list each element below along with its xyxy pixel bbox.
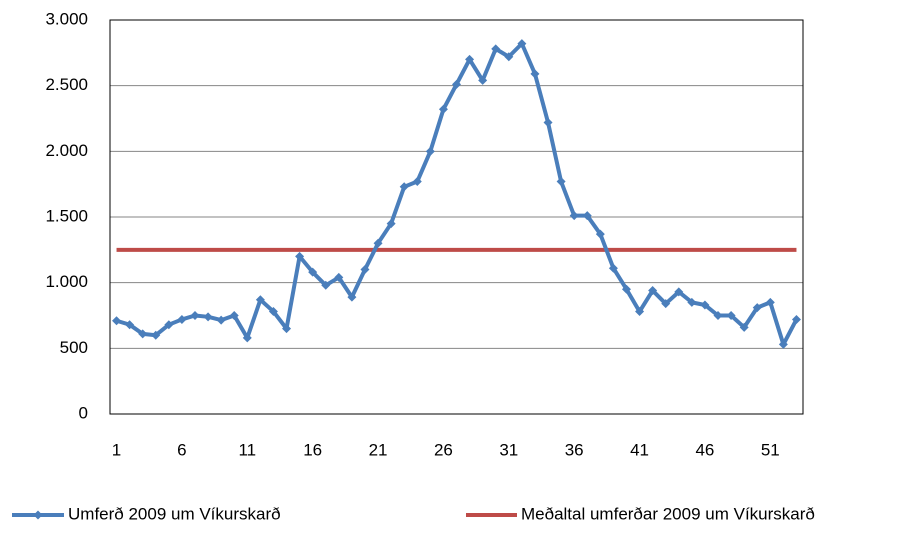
data-point (399, 182, 409, 192)
data-point (308, 267, 318, 277)
data-point (438, 104, 448, 114)
data-point (112, 316, 122, 326)
y-tick-label: 1.500 (45, 206, 88, 225)
data-point (648, 286, 658, 296)
data-point (491, 44, 501, 54)
y-tick-label: 2.000 (45, 141, 88, 160)
data-point (321, 280, 331, 290)
data-point (700, 300, 710, 310)
x-tick-label: 51 (761, 440, 780, 459)
data-point (268, 307, 278, 317)
data-point (190, 311, 200, 320)
data-point (242, 333, 252, 343)
data-point (229, 311, 239, 320)
data-point (360, 265, 370, 275)
data-point (608, 263, 618, 273)
data-point (621, 284, 631, 294)
x-tick-label: 26 (434, 440, 453, 459)
data-point (752, 303, 762, 313)
data-point (216, 315, 226, 325)
data-point (674, 287, 684, 297)
data-point (177, 314, 187, 324)
data-point (791, 314, 801, 324)
data-point (203, 312, 213, 322)
data-point (543, 117, 553, 127)
x-tick-label: 11 (238, 440, 256, 459)
x-tick-label: 46 (695, 440, 714, 459)
data-point (282, 324, 292, 334)
x-tick-label: 1 (112, 440, 121, 459)
y-tick-label: 2.500 (45, 75, 88, 94)
data-point (530, 69, 540, 79)
data-point (412, 177, 422, 187)
y-tick-label: 1.000 (45, 272, 88, 291)
data-point (425, 146, 435, 156)
data-point (582, 211, 592, 221)
legend-label: Meðaltal umferðar 2009 um Víkurskarð (521, 504, 815, 523)
data-point (635, 307, 645, 317)
data-point (138, 329, 148, 339)
data-point (556, 177, 566, 187)
data-point (373, 238, 383, 248)
data-point (713, 311, 723, 320)
x-tick-label: 21 (369, 440, 388, 459)
data-point (295, 251, 305, 261)
data-point (255, 295, 265, 305)
data-point (478, 75, 488, 85)
x-tick-label: 31 (499, 440, 518, 459)
x-tick-label: 36 (565, 440, 584, 459)
data-point (739, 322, 749, 332)
data-point (151, 330, 161, 340)
data-point (687, 297, 697, 307)
data-point (778, 339, 788, 349)
data-point (726, 311, 736, 320)
y-tick-label: 3.000 (45, 9, 88, 28)
data-point (347, 292, 357, 302)
data-point (465, 54, 475, 64)
legend-marker (33, 510, 43, 520)
plot-frame (109, 19, 804, 415)
legend-label: Umferð 2009 um Víkurskarð (68, 504, 281, 523)
y-tick-label: 500 (60, 338, 88, 357)
data-point (765, 297, 775, 307)
data-point (595, 229, 605, 239)
data-point (334, 272, 344, 282)
data-point (125, 320, 135, 330)
data-point (517, 39, 527, 49)
data-point (661, 299, 671, 309)
x-tick-label: 16 (303, 440, 322, 459)
x-tick-label: 6 (177, 440, 186, 459)
y-tick-label: 0 (79, 403, 88, 422)
data-point (452, 79, 461, 89)
data-point (386, 219, 396, 229)
data-point (164, 320, 174, 330)
data-point (569, 211, 579, 221)
data-point (504, 52, 514, 62)
x-tick-label: 41 (630, 440, 649, 459)
